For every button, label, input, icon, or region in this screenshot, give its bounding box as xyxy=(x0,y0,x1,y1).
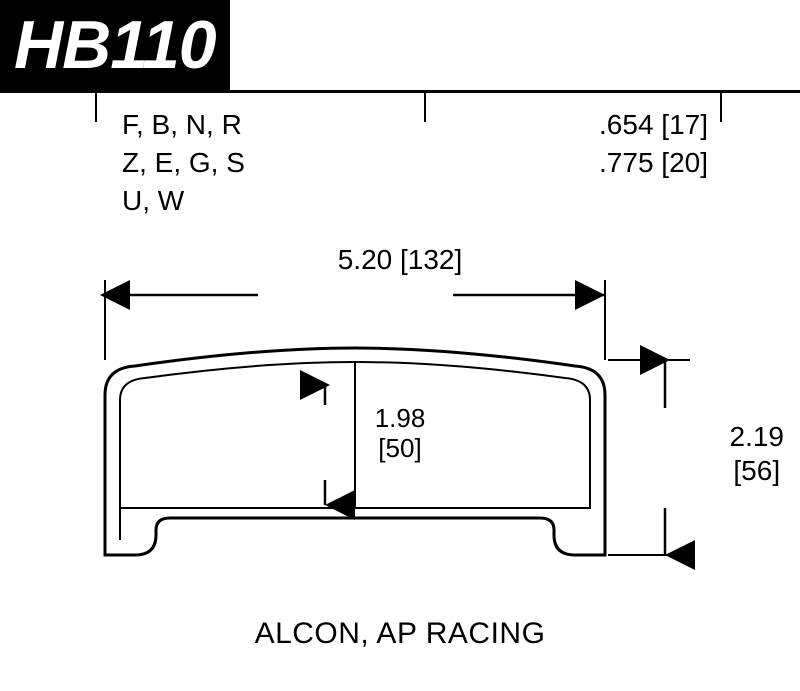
spec-tick-left xyxy=(95,92,97,122)
compound-row: F, B, N, R xyxy=(122,106,245,144)
diagram-area: 5.20 [132] 1.98 [50] 2.19 [56] xyxy=(0,240,800,600)
application-label: ALCON, AP RACING xyxy=(255,617,546,651)
thickness-specs: .654 [17] .775 [20] xyxy=(599,106,708,182)
inner-dim-in: 1.98 xyxy=(375,404,426,434)
thickness-row: .654 [17] xyxy=(599,106,708,144)
part-number: HB110 xyxy=(14,6,216,84)
spec-tick-right xyxy=(720,92,722,122)
header-bar: HB110 xyxy=(0,0,230,90)
header-divider xyxy=(0,90,800,93)
compound-codes: F, B, N, R Z, E, G, S U, W xyxy=(122,106,245,219)
height-dim-mm: [56] xyxy=(730,454,785,488)
thickness-row: .775 [20] xyxy=(599,144,708,182)
inner-dim-mm: [50] xyxy=(375,434,426,464)
height-dimension: 2.19 [56] xyxy=(730,420,785,487)
inner-dimension: 1.98 [50] xyxy=(375,404,426,464)
height-dim-in: 2.19 xyxy=(730,420,785,454)
compound-row: U, W xyxy=(122,182,245,220)
spec-tick-mid xyxy=(424,92,426,122)
compound-row: Z, E, G, S xyxy=(122,144,245,182)
width-dimension: 5.20 [132] xyxy=(338,244,463,276)
